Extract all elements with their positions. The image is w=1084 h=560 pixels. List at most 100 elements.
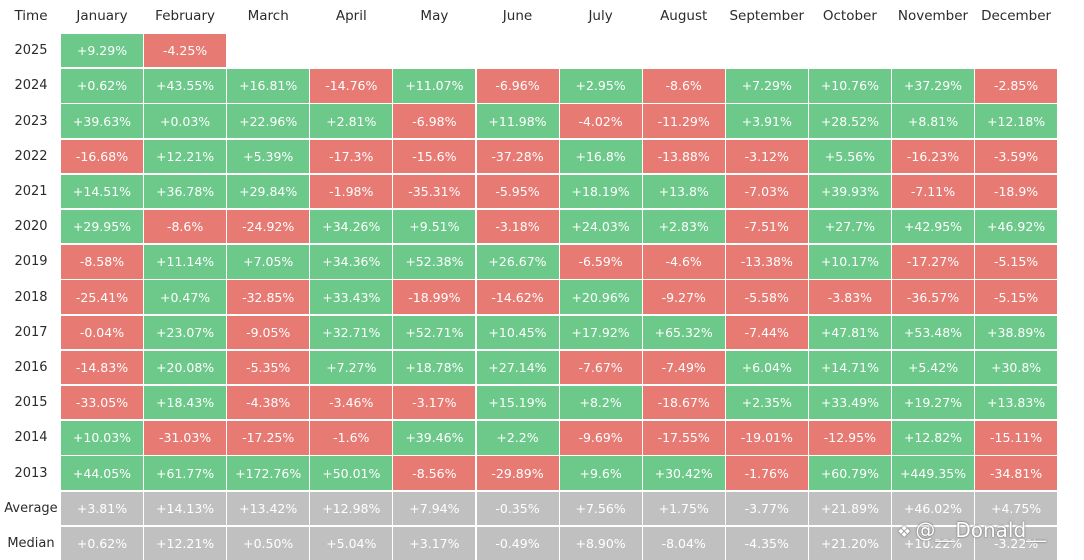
table-cell: +44.05% [61, 456, 143, 490]
table-cell: +10.22% [892, 526, 974, 560]
table-cell: +6.04% [725, 350, 808, 385]
table-cell: -32.85% [227, 280, 310, 314]
column-header-october: October [822, 8, 877, 24]
table-cell: +4.75% [975, 491, 1058, 525]
column-header-august: August [660, 8, 708, 24]
table-cell: +2.83% [642, 210, 725, 244]
row-label: 2023 [14, 113, 48, 129]
table-cell: +24.03% [559, 210, 642, 244]
column-header-december: December [981, 8, 1052, 24]
table-cell: +2.2% [476, 421, 559, 455]
table-cell: +18.19% [559, 174, 642, 209]
table-cell: +39.63% [61, 104, 143, 138]
table-cell: +10.45% [476, 315, 559, 349]
table-cell: -3.77% [725, 491, 808, 525]
table-cell: -15.6% [393, 139, 476, 173]
table-cell: +0.62% [61, 526, 143, 560]
table-cell: +26.67% [476, 245, 559, 279]
row-label: 2021 [14, 183, 48, 199]
table-cell: +3.17% [393, 526, 476, 560]
table-cell: -31.03% [144, 421, 227, 455]
table-cell: +0.62% [61, 69, 143, 103]
table-cell: -3.18% [476, 210, 559, 244]
table-cell: +16.81% [227, 69, 310, 103]
row-label: 2022 [14, 148, 48, 164]
table-cell: +15.19% [476, 386, 559, 420]
table-cell: +46.02% [892, 491, 974, 525]
table-cell: +12.21% [144, 526, 227, 560]
table-cell: -35.31% [393, 174, 476, 209]
table-cell: -18.99% [393, 280, 476, 314]
table-cell: +8.90% [559, 526, 642, 560]
column-header-september: September [729, 8, 805, 24]
table-cell: +60.79% [808, 456, 891, 490]
table-cell: -15.11% [975, 421, 1058, 455]
table-cell: +0.50% [227, 526, 310, 560]
table-cell: -17.25% [227, 421, 310, 455]
table-cell: -3.46% [310, 386, 393, 420]
table-cell: +10.17% [808, 245, 891, 279]
table-cell: +3.81% [61, 491, 143, 525]
column-header-january: January [76, 8, 128, 24]
table-cell: -33.05% [61, 386, 143, 420]
table-cell: -6.59% [559, 245, 642, 279]
table-cell: +34.26% [310, 210, 393, 244]
table-cell: -5.35% [227, 350, 310, 385]
table-cell: -14.83% [61, 350, 143, 385]
table-cell: -2.85% [975, 69, 1058, 103]
table-cell: +39.93% [808, 174, 891, 209]
table-cell: -0.35% [476, 491, 559, 525]
table-cell: +18.78% [393, 350, 476, 385]
table-cell: +1.75% [642, 491, 725, 525]
corner-label: Time [14, 8, 48, 24]
table-cell: +10.76% [808, 69, 891, 103]
table-cell: +52.38% [393, 245, 476, 279]
table-cell: +0.47% [144, 280, 227, 314]
table-cell: +50.01% [310, 456, 393, 490]
table-cell: +10.03% [61, 421, 143, 455]
table-cell: -6.96% [476, 69, 559, 103]
table-cell: +30.42% [642, 456, 725, 490]
table-cell: -18.9% [975, 174, 1058, 209]
table-cell: +38.89% [975, 315, 1058, 349]
watermark-text: @__Donald__ [915, 518, 1047, 542]
table-cell: -7.44% [725, 315, 808, 349]
table-cell: -8.56% [393, 456, 476, 490]
table-cell: +61.77% [144, 456, 227, 490]
table-cell: +11.14% [144, 245, 227, 279]
table-cell: -0.49% [476, 526, 559, 560]
table-cell: +172.76% [227, 456, 310, 490]
table-cell: +7.29% [725, 69, 808, 103]
table-cell: +14.71% [808, 350, 891, 385]
table-cell: +29.95% [61, 210, 143, 244]
table-cell: +7.27% [310, 350, 393, 385]
table-cell: +32.71% [310, 315, 393, 349]
table-cell: -5.15% [975, 245, 1058, 279]
table-cell: +8.2% [559, 386, 642, 420]
table-cell: -12.95% [808, 421, 891, 455]
table-cell: -4.6% [642, 245, 725, 279]
table-cell: +5.04% [310, 526, 393, 560]
table-cell: +20.08% [144, 350, 227, 385]
table-cell: +13.42% [227, 491, 310, 525]
row-label: 2024 [14, 78, 48, 94]
table-cell: +17.92% [559, 315, 642, 349]
table-cell: +14.51% [61, 174, 143, 209]
table-cell: -17.3% [310, 139, 393, 173]
table-cell: -7.51% [725, 210, 808, 244]
table-cell: +9.6% [559, 456, 642, 490]
table-cell: -16.68% [61, 139, 143, 173]
table-cell: +13.83% [975, 386, 1058, 420]
table-cell: +39.46% [393, 421, 476, 455]
table-cell: -5.15% [975, 280, 1058, 314]
table-cell: +43.55% [144, 69, 227, 103]
column-header-march: March [247, 8, 289, 24]
table-cell: -13.38% [725, 245, 808, 279]
table-cell: +8.81% [892, 104, 974, 138]
table-cell: +20.96% [559, 280, 642, 314]
row-label: 2015 [14, 395, 48, 411]
column-header-february: February [155, 8, 215, 24]
table-cell: +18.43% [144, 386, 227, 420]
table-cell: -4.38% [227, 386, 310, 420]
table-cell: -6.98% [393, 104, 476, 138]
